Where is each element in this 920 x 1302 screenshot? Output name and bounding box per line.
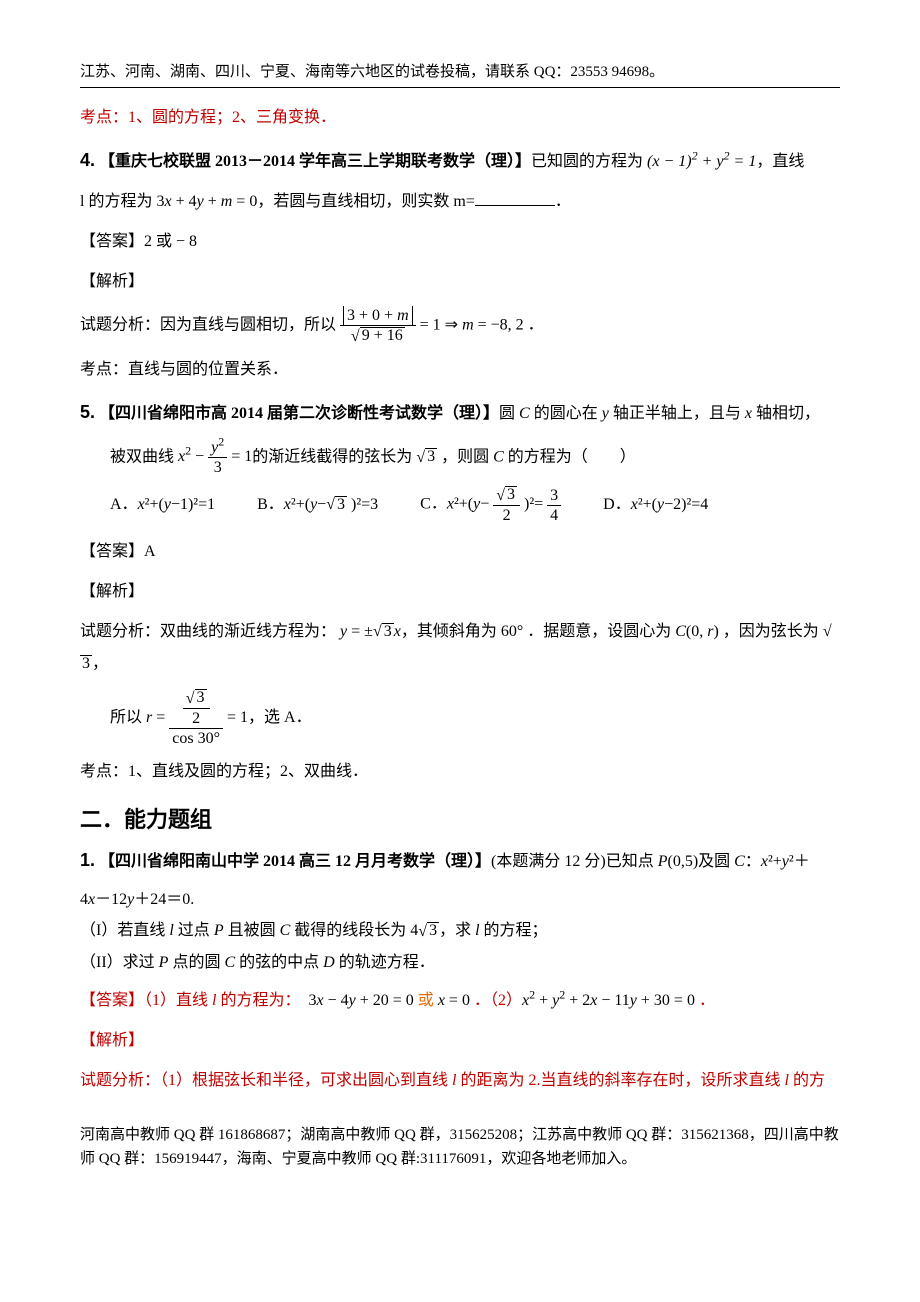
q5-chord2: 3: [80, 655, 92, 672]
q5-stem-a: 圆 C 的圆心在 y 轴正半轴上，且与 x 轴相切，: [499, 405, 820, 422]
q5-r-frac: √32 cos 30°: [169, 688, 223, 748]
q4-period: ．: [555, 193, 571, 210]
p1-source: 【四川省绵阳南山中学 2014 高三 12 月月考数学（理）】: [99, 853, 491, 870]
q4-eq2: 3x + 4y + m = 0: [156, 193, 257, 210]
q5-number: 5.: [80, 402, 95, 422]
q5-stem-c: 的渐近线截得的弦长为: [252, 448, 412, 465]
q5-asym: y = ±√3x: [340, 623, 401, 640]
p1-ans-eq3: x2 + y2 + 2x − 11y + 30 = 0: [522, 992, 695, 1009]
q5-analysis-c: ，: [92, 655, 108, 672]
q5-analysis-a: 试题分析：双曲线的渐近线方程为：: [80, 623, 336, 640]
q5-analysis-1: 试题分析：双曲线的渐近线方程为： y = ±√3x，其倾斜角为 60° ．据题意…: [80, 616, 840, 680]
p1-stem-line2: 4x－12y＋24＝0.: [80, 886, 840, 913]
q5-stem-d: ，则圆 C 的方程为（ ）: [437, 448, 636, 465]
answer-label: 【答案】: [80, 992, 144, 1009]
p1-ans-or: 或: [414, 992, 438, 1009]
p1-ans-1a: （1）直线 l 的方程为：: [144, 992, 308, 1009]
q5-so-a: 所以 r =: [110, 709, 169, 726]
document-page: 江苏、河南、湖南、四川、宁夏、海南等六地区的试卷投稿，请联系 QQ：23553 …: [0, 0, 920, 1211]
q4-kaodian: 考点：直线与圆的位置关系．: [80, 354, 840, 386]
q4-fraction: 3 + 0 + m √9 + 16: [340, 306, 416, 346]
p1-ans-eq2: x = 0: [438, 992, 470, 1009]
p1-ans-2a: ．（2）: [470, 992, 522, 1009]
q5-source: 【四川省绵阳市高 2014 届第二次诊断性考试数学（理）】: [99, 405, 499, 422]
q4-stem-b: ，直线: [756, 153, 804, 170]
q4-number: 4.: [80, 150, 95, 170]
q4-stem-line1: 4. 【重庆七校联盟 2013－2014 学年高三上学期联考数学（理）】已知圆的…: [80, 142, 840, 178]
q4-source: 【重庆七校联盟 2013－2014 学年高三上学期联考数学（理）】: [99, 153, 531, 170]
q4-line2-b: ，若圆与直线相切，则实数 m=: [257, 193, 474, 210]
topic-line-1: 考点：1、圆的方程；2、三角变换．: [80, 102, 840, 134]
q5-so-b: = 1，选 A．: [223, 709, 312, 726]
p1-ans-2b: ．: [695, 992, 715, 1009]
q5-kaodian: 考点：1、直线及圆的方程；2、双曲线．: [80, 756, 840, 788]
p1-jiexi-label: 【解析】: [80, 1025, 840, 1057]
q5-analysis-b: ，其倾斜角为 60° ．据题意，设圆心为 C(0, r) ，因为弦长为: [401, 623, 823, 640]
answer-label: 【答案】: [80, 233, 144, 250]
answer-label: 【答案】: [80, 543, 144, 560]
q4-line2-a: l 的方程为: [80, 193, 152, 210]
q5-chord: 3: [425, 448, 437, 465]
section-2-title: 二．能力题组: [80, 802, 840, 834]
blank-underline: [475, 189, 555, 206]
q4-stem-a: 已知圆的方程为: [531, 153, 643, 170]
q5-jiexi-label: 【解析】: [80, 576, 840, 608]
q4-analysis: 试题分析：因为直线与圆相切，所以 3 + 0 + m √9 + 16 = 1 ⇒…: [80, 306, 840, 346]
q5-answer: 【答案】A: [80, 536, 840, 568]
q5-answer-val: A: [144, 543, 156, 560]
header-rule: [80, 87, 840, 88]
q5-opt-b: B．x²+(y−√3 )²=3: [257, 490, 378, 521]
q5-opt-d: D．x²+(y−2)²=4: [603, 490, 708, 520]
q5-stem-line1: 5. 【四川省绵阳市高 2014 届第二次诊断性考试数学（理）】圆 C 的圆心在…: [80, 394, 840, 430]
q4-analysis-b: = 1 ⇒ m = −8, 2 ．: [416, 317, 544, 334]
q5-analysis-2: 所以 r = √32 cos 30° = 1，选 A．: [80, 688, 840, 748]
q4-jiexi-label: 【解析】: [80, 266, 840, 298]
p1-part-ii: （II）求过 P 点的圆 C 的弦的中点 D 的轨迹方程．: [80, 949, 840, 976]
q4-answer: 【答案】2 或 − 8: [80, 226, 840, 258]
p1-analysis: 试题分析：（1）根据弦长和半径，可求出圆心到直线 l 的距离为 2.当直线的斜率…: [80, 1065, 840, 1097]
q4-analysis-a: 试题分析：因为直线与圆相切，所以: [80, 317, 336, 334]
p1-number: 1.: [80, 850, 95, 870]
q5-hyperbola: x2 − y23 = 1: [178, 448, 252, 465]
header-note: 江苏、河南、湖南、四川、宁夏、海南等六地区的试卷投稿，请联系 QQ：23553 …: [80, 60, 840, 81]
sqrt-icon: √: [823, 616, 832, 648]
p1-part-i: （I）若直线 l 过点 P 且被圆 C 截得的线段长为 4√3，求 l 的方程；: [80, 917, 840, 945]
q5-opt-c: C．x²+(y− √32 )²= 34: [420, 485, 561, 525]
q5-options: A．x²+(y−1)²=1 B．x²+(y−√3 )²=3 C．x²+(y− √…: [110, 485, 840, 525]
p1-stem-a: (本题满分 12 分)已知点 P(0,5)及圆 C：x²+y²＋: [491, 853, 810, 870]
q4-eq1: (x − 1)2 + y2 = 1: [647, 153, 756, 170]
q4-stem-line2: l 的方程为 3x + 4y + m = 0，若圆与直线相切，则实数 m= ．: [80, 186, 840, 218]
p1-answer: 【答案】（1）直线 l 的方程为： 3x − 4y + 20 = 0 或 x =…: [80, 985, 840, 1017]
footer-note: 河南高中教师 QQ 群 161868687；湖南高中教师 QQ 群，315625…: [80, 1123, 840, 1171]
p1-stem-line1: 1. 【四川省绵阳南山中学 2014 高三 12 月月考数学（理）】(本题满分 …: [80, 842, 840, 878]
p1-ans-eq1: 3x − 4y + 20 = 0: [309, 992, 414, 1009]
q4-answer-val: 2 或 − 8: [144, 233, 197, 250]
q5-opt-a: A．x²+(y−1)²=1: [110, 490, 215, 520]
q5-stem-b: 被双曲线: [110, 448, 174, 465]
q5-stem-line2: 被双曲线 x2 − y23 = 1的渐近线截得的弦长为 √3 ，则圆 C 的方程…: [80, 438, 840, 477]
sqrt-icon: √: [416, 442, 425, 474]
